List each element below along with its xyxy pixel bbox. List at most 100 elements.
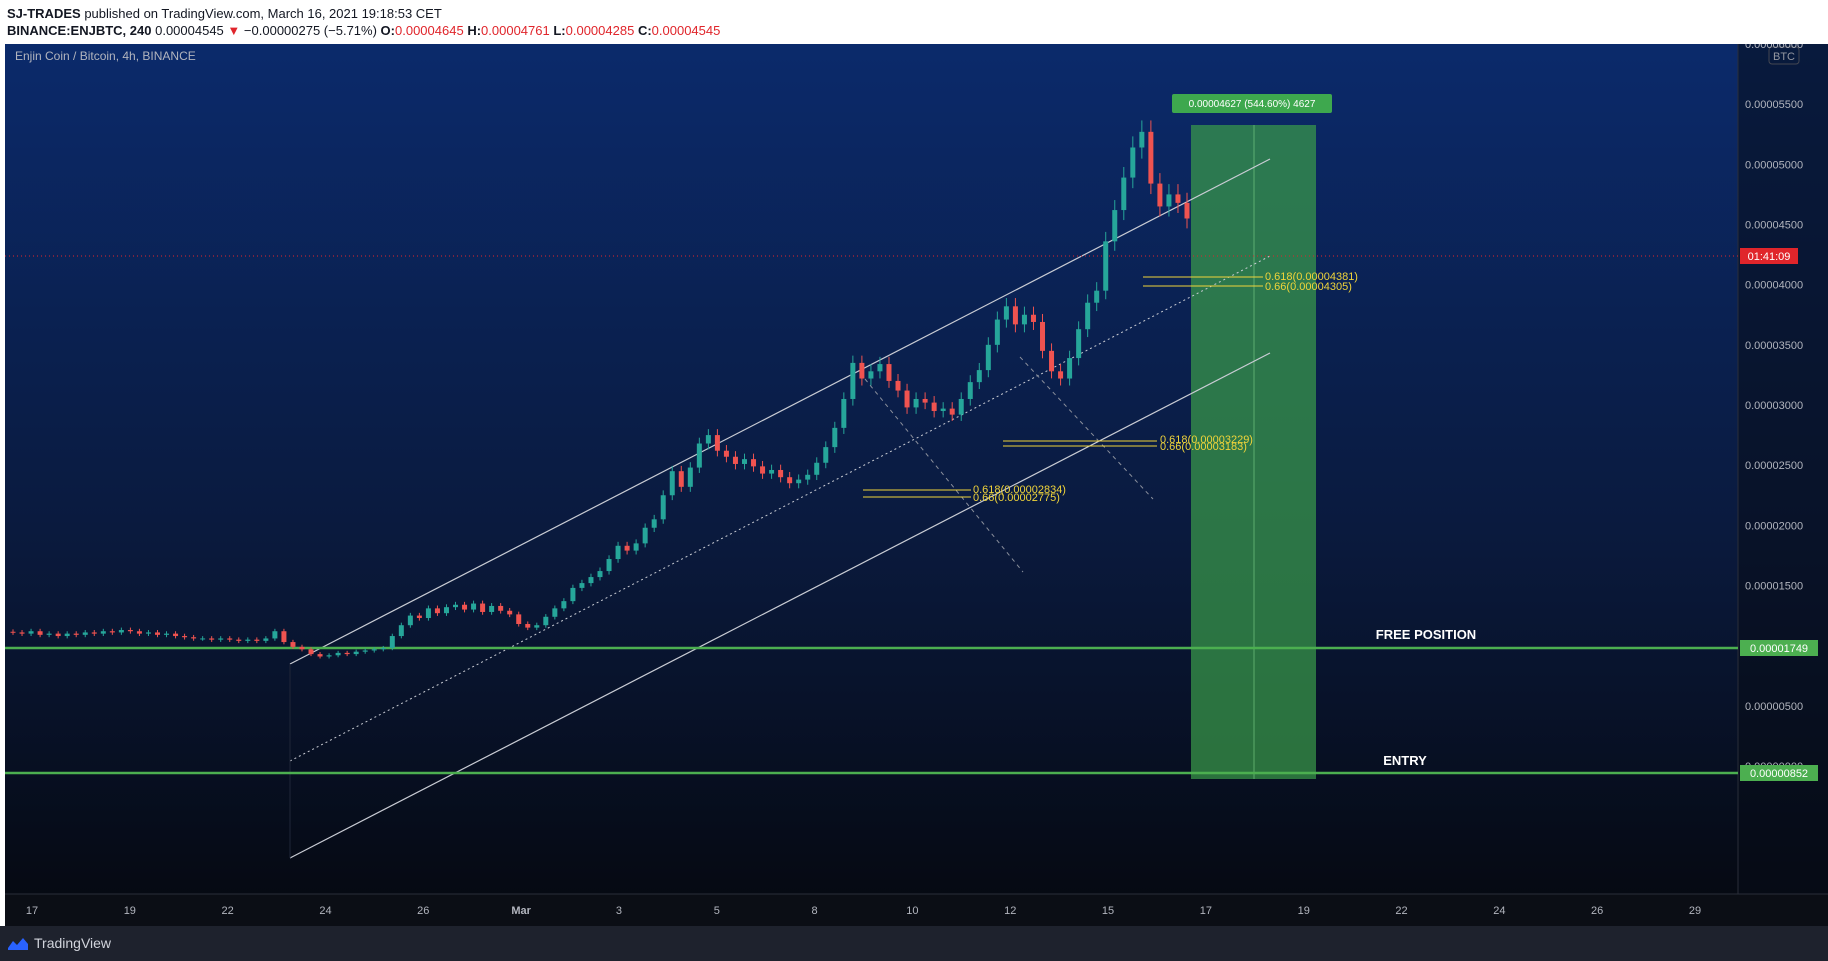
candle-body: [145, 632, 151, 634]
candle-body: [389, 636, 395, 649]
candle-body: [1085, 302, 1091, 330]
candle-body: [705, 435, 711, 444]
candle-body: [642, 527, 648, 544]
candle-body: [696, 443, 702, 468]
candle-body: [552, 608, 558, 617]
chart-title: Enjin Coin / Bitcoin, 4h, BINANCE: [15, 49, 196, 63]
candle-body: [182, 636, 188, 638]
price-chart[interactable]: Enjin Coin / Bitcoin, 4h, BINANCE BTC 0.…: [5, 44, 1828, 926]
candle-body: [651, 519, 657, 528]
candle-body: [678, 471, 684, 487]
currency-badge-box[interactable]: [1768, 46, 1800, 65]
published-text: published on TradingView.com, March 16, …: [84, 6, 442, 21]
publisher-line: SJ-TRADES published on TradingView.com, …: [7, 6, 442, 21]
candle-body: [832, 427, 838, 448]
candle-body: [760, 466, 766, 474]
y-tick-label: 0.00004500: [1745, 220, 1803, 232]
candle-body: [380, 648, 386, 650]
candle-body: [525, 624, 531, 628]
candle-body: [245, 639, 251, 641]
x-tick-label: 24: [319, 905, 331, 917]
tradingview-logo-icon[interactable]: [7, 935, 29, 951]
entry-price: 0.00000852: [1750, 768, 1808, 780]
countdown-label: 01:41:09: [1748, 251, 1791, 263]
x-tick-label: 19: [1298, 905, 1310, 917]
candle-body: [299, 646, 305, 650]
candle-body: [1094, 290, 1100, 303]
fib-label-618-c: 0.618(0.00002834): [973, 484, 1066, 496]
candle-body: [209, 638, 215, 640]
y-tick-label: 0.00004000: [1745, 280, 1803, 292]
y-tick-label: 0.00001500: [1745, 581, 1803, 593]
candle-body: [19, 632, 25, 634]
candle-body: [1166, 194, 1172, 207]
tradingview-brand[interactable]: TradingView: [34, 935, 112, 951]
candle-body: [55, 633, 61, 637]
candle-body: [561, 601, 567, 609]
candle-body: [859, 362, 865, 379]
candle-body: [579, 583, 585, 588]
candle-body: [64, 633, 70, 637]
down-arrow-icon: ▼: [227, 23, 241, 38]
x-tick-label: 17: [26, 905, 38, 917]
candle-body: [471, 603, 477, 610]
candle-body: [1067, 358, 1073, 379]
publisher-name[interactable]: SJ-TRADES: [7, 6, 81, 21]
candle-body: [588, 577, 594, 584]
candle-body: [940, 408, 946, 412]
candle-body: [263, 638, 269, 641]
candle-body: [615, 545, 621, 560]
candle-body: [416, 615, 422, 618]
candle-body: [498, 605, 504, 611]
currency-badge: BTC: [1773, 51, 1795, 63]
candle-body: [272, 631, 278, 639]
chart-area[interactable]: Enjin Coin / Bitcoin, 4h, BINANCE BTC 0.…: [5, 44, 1828, 926]
candle-body: [10, 631, 16, 633]
candle-body: [362, 650, 368, 652]
close-label: C:: [637, 23, 652, 38]
candle-body: [489, 605, 495, 612]
candle-body: [28, 631, 34, 634]
entry-price-badge: [1740, 765, 1818, 781]
free-position-price: 0.00001749: [1750, 643, 1808, 655]
candle-body: [91, 632, 97, 634]
candle-body: [796, 479, 802, 484]
candle-body: [335, 652, 341, 656]
candle-body: [570, 587, 576, 602]
x-tick-label: Mar: [511, 905, 531, 917]
x-tick-label: 8: [812, 905, 818, 917]
candle-body: [949, 408, 955, 415]
candle-body: [1184, 202, 1190, 219]
candle-body: [732, 456, 738, 464]
candle-body: [913, 398, 919, 408]
ohlc-line: BINANCE:ENJBTC, 240 0.00004545 ▼ −0.0000…: [7, 23, 720, 38]
candle-body: [1012, 306, 1018, 325]
open-label: O:: [380, 23, 395, 38]
candles: [10, 120, 1190, 659]
candle-body: [1021, 314, 1027, 325]
candle-body: [958, 398, 964, 415]
candle-body: [877, 364, 883, 372]
candle-body: [805, 474, 811, 480]
y-tick-label: 0.00000500: [1745, 701, 1803, 713]
candle-body: [741, 459, 747, 464]
x-tick-label: 26: [417, 905, 429, 917]
publish-header: SJ-TRADES published on TradingView.com, …: [0, 0, 1828, 44]
y-tick-label: 0.00002500: [1745, 460, 1803, 472]
candle-body: [778, 469, 784, 478]
time-scale-bg: [5, 894, 1828, 926]
candle-body: [597, 571, 603, 578]
target-label: 0.00004627 (544.60%) 4627: [1189, 99, 1316, 110]
candle-body: [200, 638, 206, 640]
candle-body: [317, 654, 323, 657]
candle-body: [633, 543, 639, 551]
candle-body: [1030, 314, 1036, 322]
candle-body: [516, 614, 522, 625]
candle-body: [1130, 147, 1136, 178]
candle-body: [624, 545, 630, 551]
candle-body: [1049, 350, 1055, 372]
candle-body: [453, 604, 459, 608]
candle-body: [669, 471, 675, 496]
candle-body: [931, 402, 937, 412]
candle-body: [164, 633, 170, 635]
